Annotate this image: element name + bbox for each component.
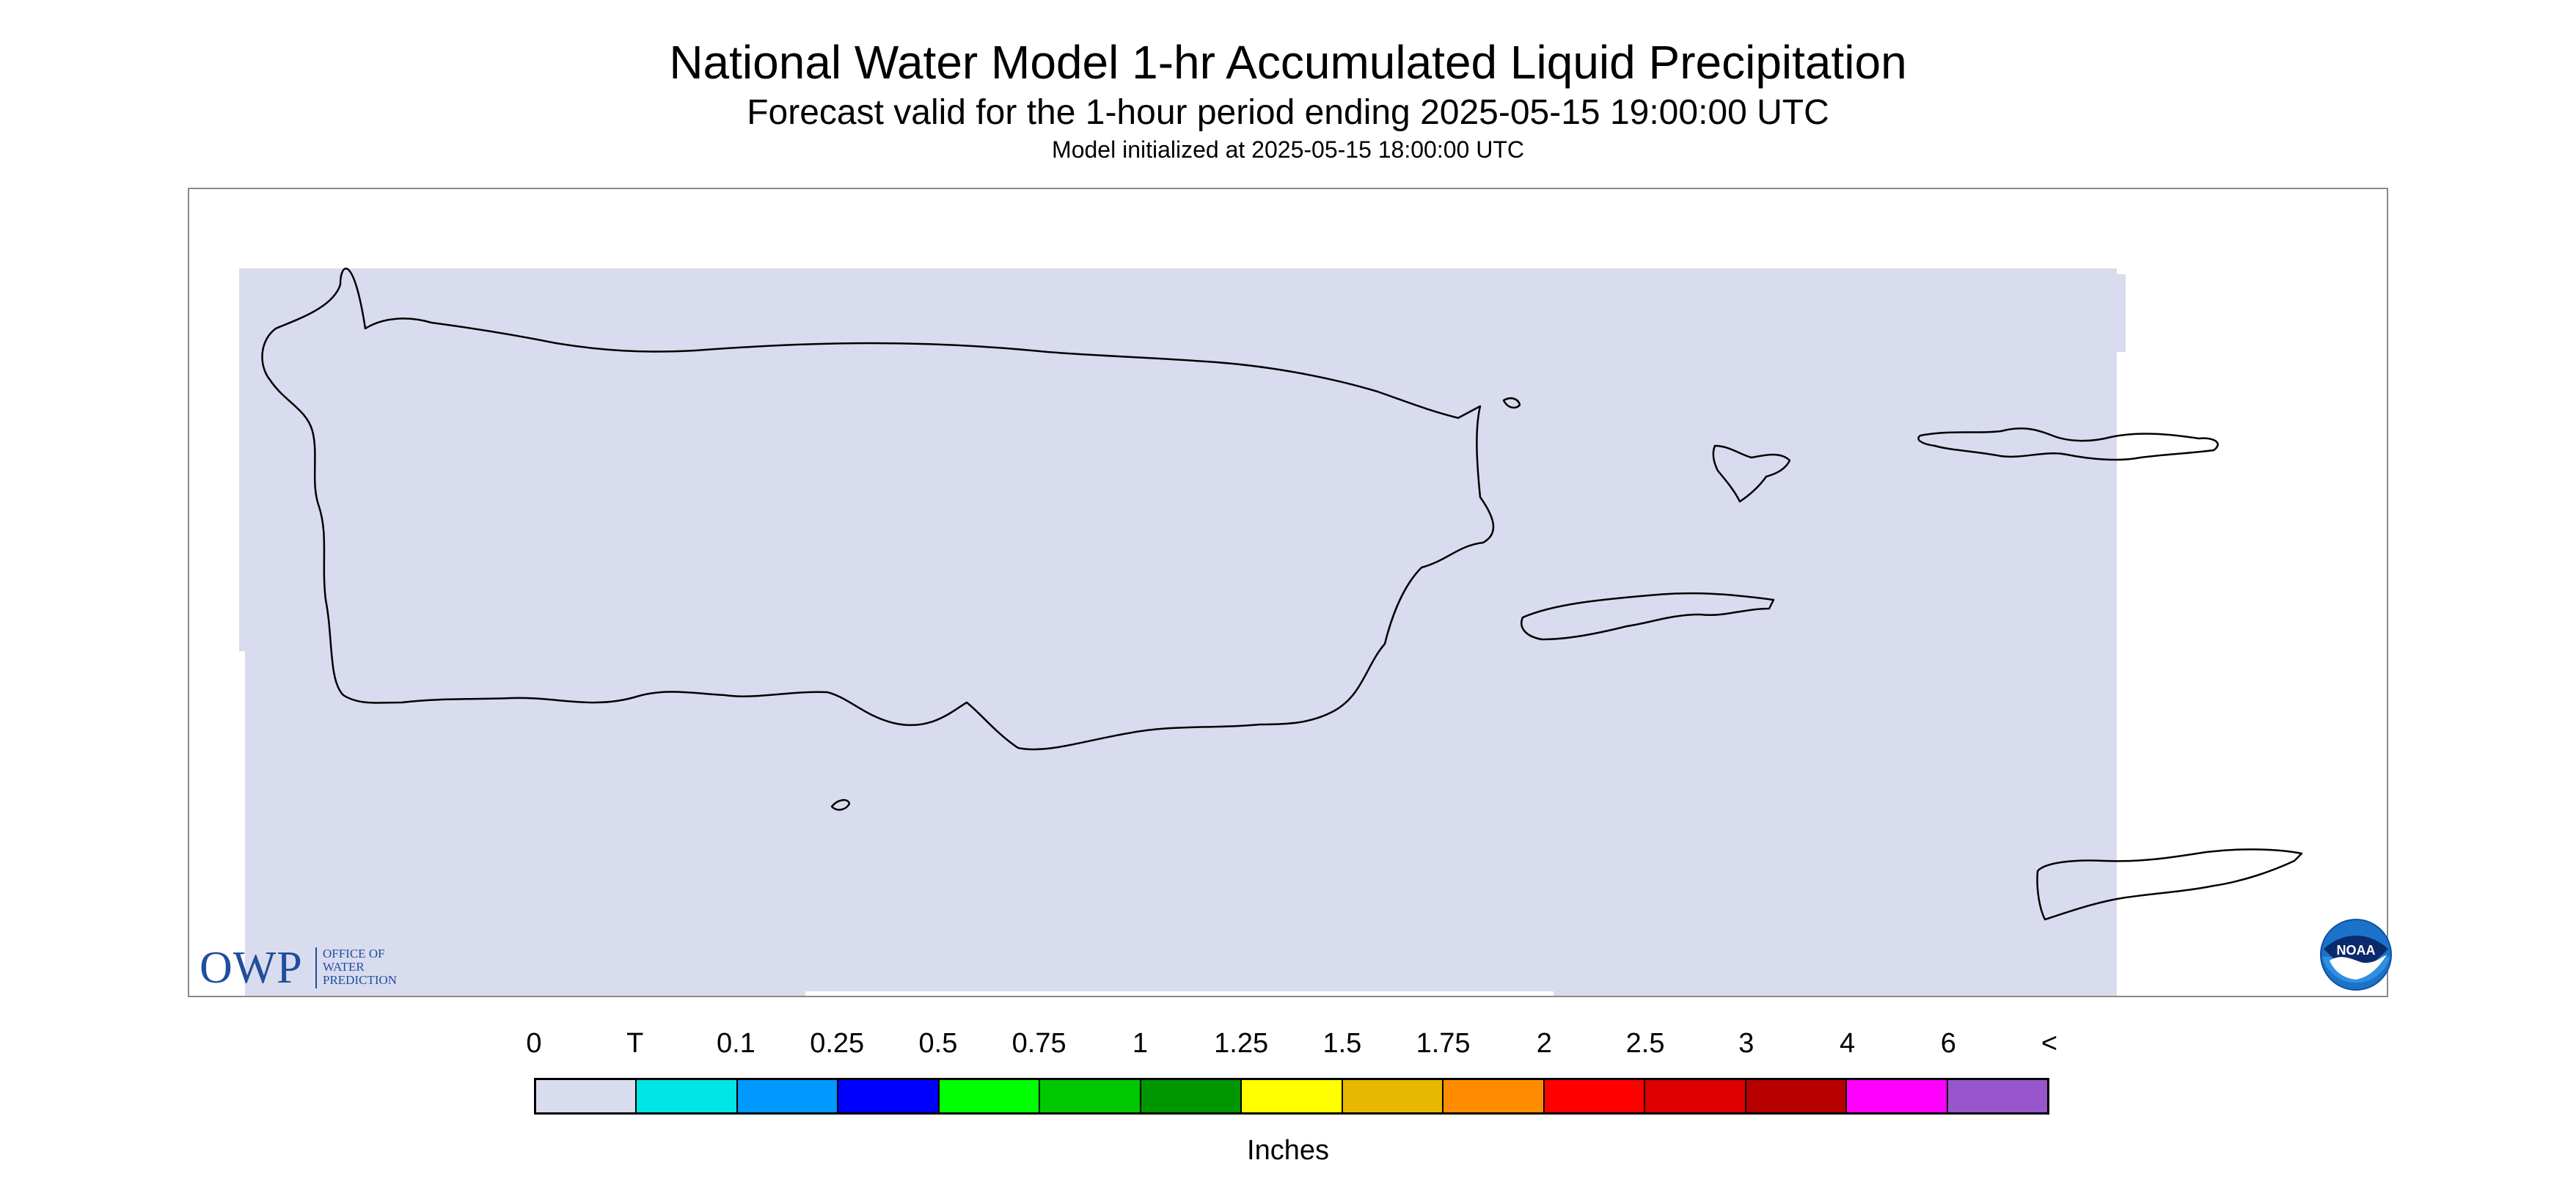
colorbar-tick-label: 2: [1536, 1028, 1552, 1059]
colorbar-swatch: [939, 1080, 1041, 1112]
noaa-logo-text: NOAA: [2337, 943, 2376, 958]
colorbar-tick-label: T: [626, 1028, 644, 1059]
colorbar-swatch: [1443, 1080, 1545, 1112]
colorbar-swatch: [1544, 1080, 1646, 1112]
colorbar-swatch: [1040, 1080, 1141, 1112]
colorbar-swatch: [1746, 1080, 1848, 1112]
owp-logo-text: OFFICE OF WATER PREDICTION: [323, 947, 397, 987]
colorbar-tick-label: 0.5: [918, 1028, 958, 1059]
colorbar-swatch: [737, 1080, 839, 1112]
colorbar-tick-label: 0.75: [1011, 1028, 1066, 1059]
coastline-culebra: [1712, 444, 1791, 503]
colorbar-swatch: [637, 1080, 738, 1112]
owp-logo-abbr: OWP: [200, 943, 303, 993]
colorbar-units-label: Inches: [1247, 1135, 1329, 1166]
colorbar-tick-labels: 0 T 0.1 0.25 0.5 0.75 1 1.25 1.5 1.75 2 2.5 3 4 6 <: [526, 1028, 2057, 1065]
colorbar-tick-label: 1.25: [1214, 1028, 1269, 1059]
colorbar-swatch: [838, 1080, 940, 1112]
coastline-puerto-rico: [261, 268, 1495, 751]
owp-logo-line: PREDICTION: [323, 973, 398, 987]
forecast-valid-subtitle: Forecast valid for the 1-hour period end…: [747, 93, 1829, 132]
colorbar-tick-label: 4: [1839, 1028, 1856, 1059]
owp-logo-divider: [315, 947, 317, 988]
colorbar-swatch: [536, 1080, 637, 1112]
colorbar-swatch: [1141, 1080, 1243, 1112]
colorbar-tick-label: 0.1: [717, 1028, 755, 1059]
colorbar-swatch: [1947, 1080, 2048, 1112]
colorbar-swatch: [1645, 1080, 1746, 1112]
map-title: National Water Model 1-hr Accumulated Li…: [669, 36, 1907, 89]
colorbar-swatch: [1847, 1080, 1948, 1112]
colorbar-tick-label: 6: [1940, 1028, 1956, 1059]
coastline-caja-de-muertos: [830, 799, 851, 811]
colorbar-swatch: [1242, 1080, 1343, 1112]
colorbar-tick-label: 1.5: [1322, 1028, 1362, 1059]
map-panel: [188, 188, 2388, 997]
coastline-culebrita: [1502, 397, 1521, 409]
colorbar-tick-label: 2.5: [1625, 1028, 1665, 1059]
colorbar-tick-label: 3: [1738, 1028, 1754, 1059]
coastline-st-thomas-st-john: [1917, 427, 2219, 461]
coastline-st-croix: [2036, 848, 2303, 921]
owp-logo-line: WATER: [323, 960, 365, 974]
coastline-vieques: [1521, 592, 1775, 641]
noaa-seal-icon: NOAA: [2320, 919, 2392, 991]
colorbar: [534, 1078, 2049, 1115]
colorbar-swatch: [1342, 1080, 1444, 1112]
colorbar-tick-label: <: [2041, 1028, 2058, 1059]
owp-logo-line: OFFICE OF: [323, 947, 385, 961]
colorbar-tick-label: 1: [1132, 1028, 1148, 1059]
precipitation-field: [239, 268, 2126, 996]
colorbar-tick-label: 0: [526, 1028, 542, 1059]
precipitation-map: [239, 268, 2303, 996]
model-init-text: Model initialized at 2025-05-15 18:00:00…: [1052, 136, 1524, 163]
colorbar-tick-label: 0.25: [810, 1028, 865, 1059]
colorbar-tick-label: 1.75: [1416, 1028, 1471, 1059]
